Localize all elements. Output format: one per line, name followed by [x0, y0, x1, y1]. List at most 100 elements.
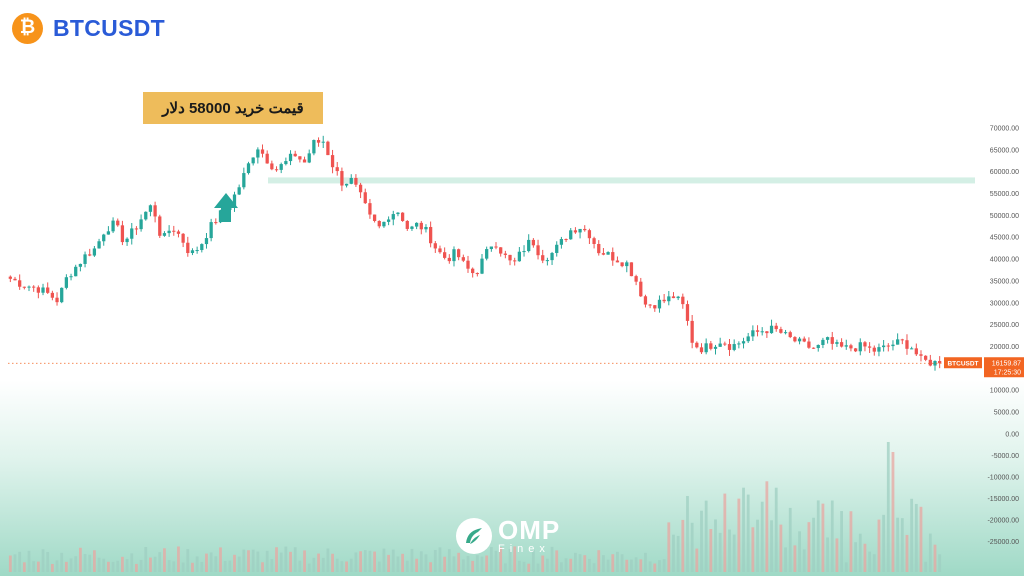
- volume-bar: [457, 552, 461, 572]
- candle-body: [853, 348, 858, 352]
- candle-body: [88, 254, 92, 256]
- y-tick-label: 30000.00: [990, 300, 1019, 307]
- volume-bar: [602, 555, 605, 572]
- candle-body: [78, 263, 83, 267]
- volume-bar: [732, 534, 736, 572]
- volume-bar: [821, 503, 825, 572]
- candle-body: [288, 153, 293, 162]
- candle-body: [676, 296, 680, 299]
- volume-bar: [522, 561, 526, 572]
- volume-bar: [377, 561, 381, 572]
- volume-bar: [658, 560, 661, 572]
- candle-body: [344, 183, 349, 186]
- volume-bar: [910, 498, 914, 572]
- volume-bar: [209, 552, 213, 572]
- candle-body: [681, 296, 685, 305]
- volume-bar: [22, 562, 26, 572]
- volume-bar: [592, 563, 596, 572]
- volume-bar: [284, 546, 288, 572]
- volume-bar: [517, 560, 521, 572]
- candle-body: [64, 277, 69, 288]
- up-arrow-icon: [214, 193, 238, 222]
- candle-body: [22, 286, 26, 288]
- volume-bar: [326, 548, 330, 572]
- volume-bar: [695, 548, 699, 572]
- y-tick-label: 70000.00: [990, 126, 1019, 133]
- candle-body: [625, 262, 629, 267]
- candle-body: [709, 343, 713, 349]
- volume-bar: [373, 551, 376, 572]
- candle-body: [891, 344, 895, 347]
- candle-body: [298, 156, 302, 160]
- volume-bar: [349, 558, 353, 572]
- candle-body: [914, 348, 918, 355]
- candle-body: [825, 337, 830, 340]
- y-tick-label: 40000.00: [990, 257, 1019, 264]
- candle-body: [74, 266, 78, 277]
- candle-body: [69, 276, 73, 278]
- y-tick-label: 5000.00: [994, 410, 1019, 417]
- volume-bar: [158, 552, 162, 572]
- volume-bar: [489, 547, 493, 572]
- volume-bar: [270, 559, 274, 572]
- candle-body: [872, 347, 876, 352]
- candle-body: [27, 286, 31, 288]
- candle-body: [699, 347, 704, 353]
- candle-body: [429, 226, 433, 244]
- volume-bar: [625, 559, 629, 572]
- candle-body: [648, 304, 652, 306]
- candle-body: [97, 241, 101, 249]
- volume-bar: [700, 510, 703, 572]
- volume-bar: [634, 557, 638, 572]
- candle-body: [611, 252, 615, 261]
- candle-body: [830, 337, 834, 344]
- volume-bar: [116, 560, 120, 572]
- candle-body: [685, 304, 690, 321]
- volume-bar: [886, 442, 890, 572]
- volume-bar: [938, 554, 942, 572]
- candle-body: [186, 242, 190, 254]
- volume-bar: [340, 561, 344, 572]
- candle-body: [158, 216, 162, 236]
- volume-bar: [275, 547, 278, 572]
- volume-bar: [536, 563, 540, 572]
- volume-bar: [359, 551, 362, 572]
- candle-body: [368, 203, 372, 215]
- volume-bar: [461, 559, 465, 572]
- candle-body: [737, 343, 741, 345]
- volume-bar: [121, 556, 124, 572]
- volume-bar: [223, 560, 227, 572]
- candle-body: [835, 342, 839, 344]
- candle-body: [400, 212, 405, 221]
- volume-bar: [36, 561, 40, 572]
- candle-body: [237, 187, 241, 195]
- candle-body: [396, 212, 400, 215]
- candle-body: [106, 231, 111, 235]
- volume-bar: [83, 554, 87, 572]
- volume-bar: [419, 551, 423, 572]
- candle-body: [821, 339, 825, 345]
- volume-bar: [405, 560, 409, 572]
- candle-body: [858, 342, 862, 352]
- volume-bar: [331, 553, 334, 572]
- candle-body: [938, 361, 942, 364]
- volume-bar: [345, 561, 348, 572]
- volume-bar: [746, 494, 750, 572]
- volume-bar: [508, 549, 512, 572]
- y-tick-label: -5000.00: [991, 453, 1019, 460]
- candle-body: [886, 345, 890, 347]
- volume-bar: [882, 514, 886, 572]
- volume-bar: [550, 546, 554, 572]
- candle-body: [503, 253, 507, 255]
- candle-body: [270, 163, 274, 170]
- candle-body: [340, 171, 344, 186]
- volume-bar: [564, 558, 568, 572]
- y-tick-label: 0.00: [1005, 432, 1019, 439]
- volume-bar: [50, 563, 54, 572]
- candle-body: [349, 177, 353, 184]
- candle-body: [153, 205, 157, 217]
- buy-price-label: قیمت خرید 58000 دلار: [143, 92, 323, 124]
- volume-bar: [676, 535, 680, 572]
- candle-body: [405, 220, 409, 229]
- volume-bar: [662, 559, 666, 572]
